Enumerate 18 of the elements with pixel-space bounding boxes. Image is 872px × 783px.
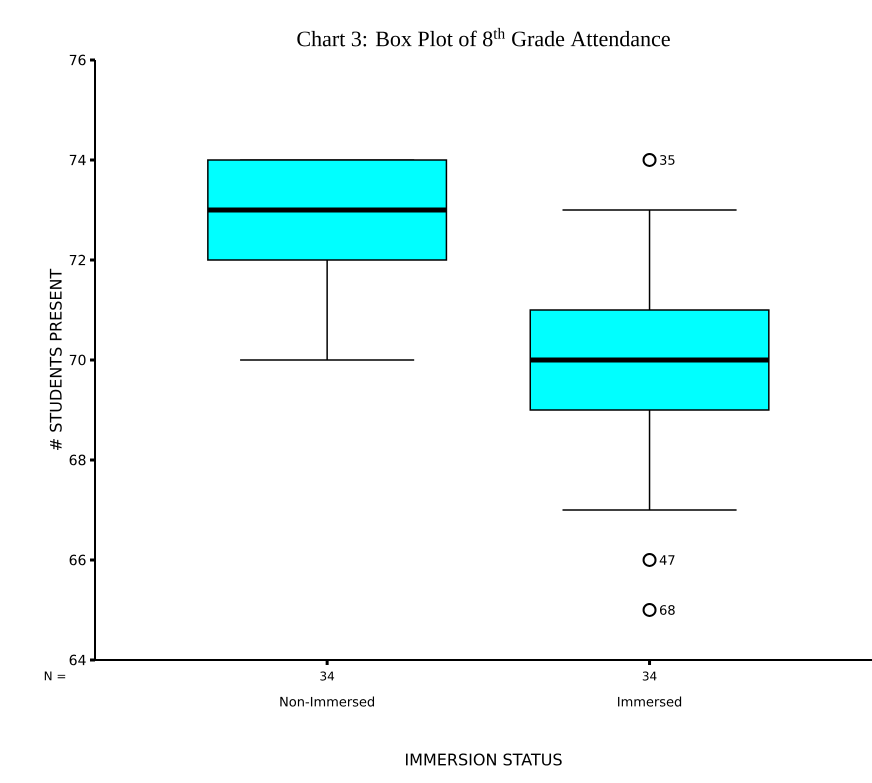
annotation: 34 bbox=[320, 672, 334, 681]
y-tick-label: 68 bbox=[70, 454, 86, 466]
x-tick-label: Non-Immersed bbox=[280, 696, 374, 707]
y-axis-title: # STUDENTS PRESENT bbox=[50, 268, 62, 450]
y-tick-label: 74 bbox=[70, 154, 86, 166]
annotation: 68 bbox=[660, 605, 675, 615]
annotation: 34 bbox=[642, 672, 657, 681]
chart-title: Chart 3: Box Plot of 8$^{th}$ Grade Attendance bbox=[297, 28, 670, 46]
y-tick-label: 70 bbox=[70, 354, 86, 366]
text: N = bbox=[44, 672, 66, 680]
y-tick-label: 72 bbox=[70, 254, 86, 266]
x-tick-label: Immersed bbox=[618, 696, 682, 707]
y-tick-label: 76 bbox=[70, 54, 86, 66]
y-tick-label: 64 bbox=[70, 654, 86, 666]
annotation: 47 bbox=[660, 555, 675, 565]
x-axis-title: IMMERSION STATUS bbox=[406, 753, 562, 766]
annotation: 35 bbox=[660, 155, 674, 165]
y-tick-label: 66 bbox=[70, 554, 86, 566]
